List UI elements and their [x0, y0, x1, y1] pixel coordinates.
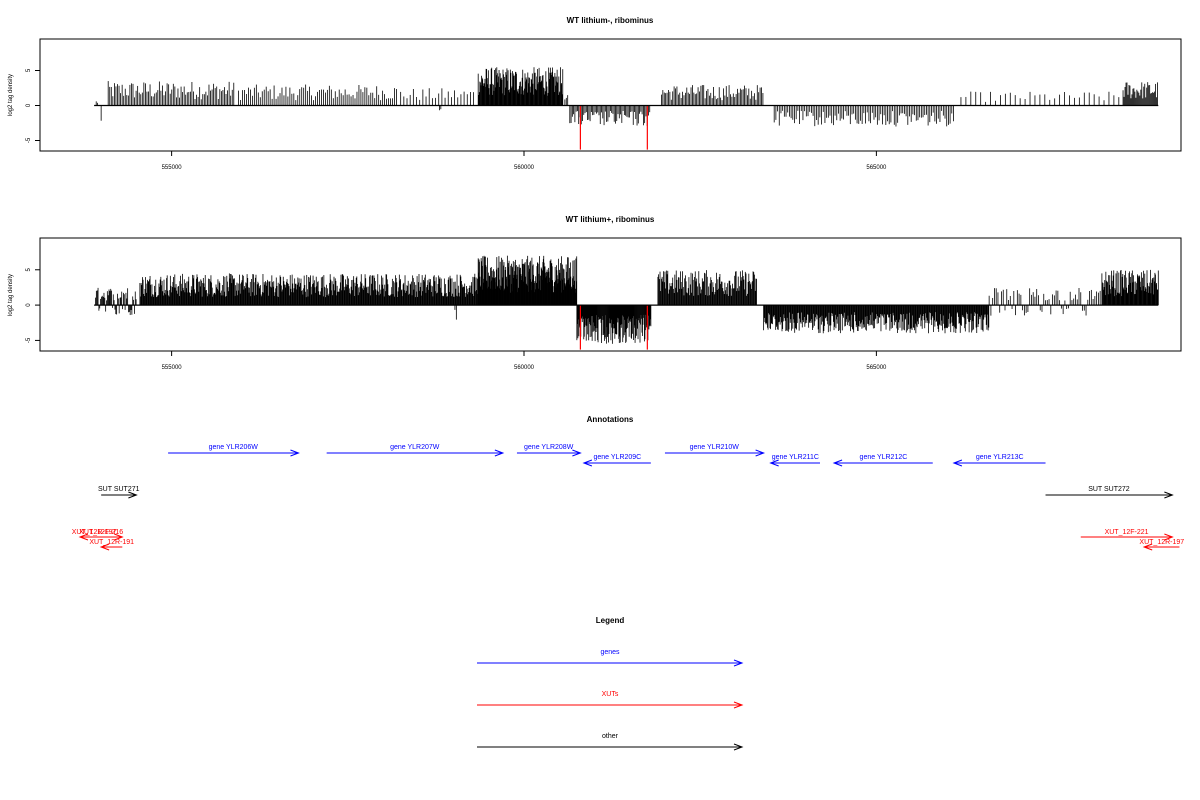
- y-tick-label: -5: [26, 137, 32, 143]
- gene-label: gene YLR213C: [976, 454, 1024, 461]
- plot-frame: [39, 38, 1182, 152]
- gene-label: gene YLR209C: [594, 454, 642, 461]
- legend-arrow: [477, 659, 744, 667]
- gene-label: gene YLR207W: [390, 444, 440, 451]
- x-tick-label: 560000: [514, 165, 535, 171]
- gene-feature: [516, 449, 582, 457]
- other-feature: [1045, 491, 1174, 499]
- axes: 555000 560000 565000 -5 0 5: [26, 267, 1159, 371]
- y-axis-label: log2 tag density: [8, 274, 14, 316]
- legend-arrow: [477, 701, 744, 709]
- legend-items: genes XUTs other: [477, 649, 744, 751]
- xut-feature: [99, 543, 123, 551]
- annotation-features: gene YLR206W gene YLR207W gene YLR208W gene…: [72, 444, 1184, 551]
- x-tick-label: 560000: [514, 365, 535, 371]
- gene-feature: [952, 459, 1046, 467]
- legend-arrow: [477, 743, 744, 751]
- legend-label: other: [602, 733, 619, 740]
- x-tick-label: 555000: [162, 365, 183, 371]
- other-label: SUT SUT272: [1088, 486, 1130, 493]
- xut-feature: [1142, 543, 1180, 551]
- gene-label: gene YLR206W: [209, 444, 259, 451]
- annotations-track: Annotations gene YLR206W gene YLR207W gene…: [72, 415, 1184, 551]
- gene-feature: [664, 449, 766, 457]
- panel-lithium-minus: WT lithium-, ribominus log2 tag density …: [8, 16, 1182, 171]
- plot-frame: [39, 237, 1182, 352]
- y-axis-label: log2 tag density: [8, 74, 14, 116]
- x-tick-label: 565000: [866, 365, 887, 371]
- xut-label: XUT_12F-221: [1105, 529, 1149, 536]
- y-tick-label: 0: [26, 103, 32, 107]
- y-tick-label: -5: [26, 337, 32, 343]
- legend-label: XUTs: [602, 691, 619, 698]
- x-tick-label: 565000: [866, 165, 887, 171]
- gene-label: gene YLR212C: [860, 454, 908, 461]
- legend-title: Legend: [596, 616, 625, 625]
- annotations-title: Annotations: [587, 415, 634, 424]
- gene-feature: [769, 459, 820, 467]
- axes: 555000 560000 565000 -5 0 5: [26, 68, 1159, 171]
- xut-label: XUT_12R-197: [72, 529, 117, 536]
- xut-feature: [78, 533, 109, 541]
- legend-label: genes: [600, 649, 620, 656]
- bar-series: [95, 67, 1158, 150]
- legend: Legend genes XUTs other: [477, 616, 744, 751]
- panel-lithium-plus: WT lithium+, ribominus log2 tag density …: [8, 215, 1182, 371]
- xut-label: XUT_12R-197: [1139, 539, 1184, 546]
- gene-feature: [168, 449, 300, 457]
- xut-feature: [1080, 533, 1174, 541]
- gene-feature: [832, 459, 933, 467]
- gene-feature: [582, 459, 651, 467]
- panel-title: WT lithium-, ribominus: [567, 16, 654, 25]
- gene-feature: [326, 449, 505, 457]
- y-tick-label: 0: [26, 303, 32, 307]
- other-label: SUT SUT271: [98, 486, 140, 493]
- x-tick-label: 555000: [162, 165, 183, 171]
- gene-label: gene YLR210W: [690, 444, 740, 451]
- other-feature: [101, 491, 138, 499]
- gene-label: gene YLR208W: [524, 444, 574, 451]
- panel-title: WT lithium+, ribominus: [566, 215, 655, 224]
- xut-label: XUT_12R-191: [89, 539, 134, 546]
- gene-label: gene YLR211C: [772, 454, 819, 461]
- y-tick-label: 5: [26, 267, 32, 271]
- y-tick-label: 5: [26, 68, 32, 72]
- xut-label: XUT_12F-216: [79, 529, 123, 536]
- bar-series: [95, 255, 1159, 350]
